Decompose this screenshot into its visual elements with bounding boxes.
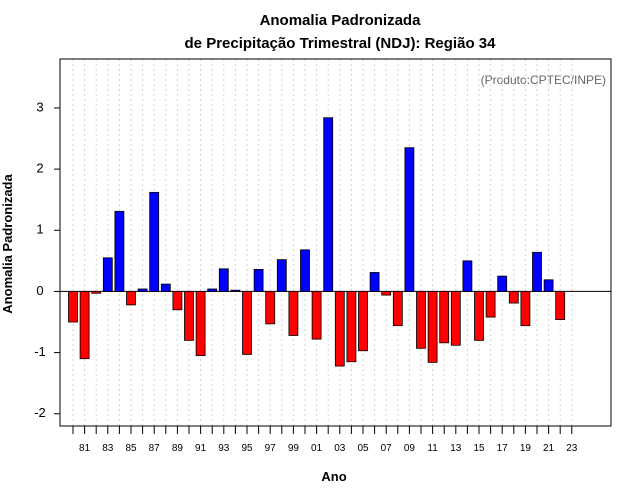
bar — [416, 291, 426, 349]
plot-frame — [59, 58, 612, 427]
y-tick-label: -1 — [34, 344, 46, 359]
x-tick-label: 21 — [543, 443, 555, 454]
x-tick-label: 85 — [125, 443, 137, 454]
bar — [346, 291, 357, 363]
credit-annotation: (Produto:CPTEC/INPE) — [481, 73, 606, 87]
bar — [369, 272, 380, 292]
bar — [427, 291, 438, 363]
bar — [195, 291, 206, 357]
grid-lines — [72, 59, 573, 426]
bar — [242, 291, 252, 355]
y-tick-label: 3 — [36, 99, 43, 114]
x-tick-label: 17 — [497, 443, 509, 454]
bar — [207, 288, 218, 292]
bar — [439, 291, 450, 344]
y-tick-label: -2 — [34, 405, 46, 420]
bar — [543, 279, 554, 292]
x-tick-label: 95 — [241, 443, 253, 454]
x-tick-label: 19 — [520, 443, 532, 454]
bar — [450, 291, 461, 346]
bar — [137, 288, 148, 292]
x-tick-label: 11 — [427, 443, 438, 454]
x-axis-title: Ano — [321, 469, 346, 484]
bar — [218, 268, 229, 292]
bar — [381, 291, 392, 296]
x-tick-label: 93 — [218, 443, 230, 454]
y-tick-label: 0 — [36, 283, 43, 298]
x-tick-label: 07 — [381, 443, 393, 454]
chart-title-line-1: Anomalia Padronizada — [260, 12, 422, 29]
bar — [462, 260, 473, 292]
x-axis: 81 83 85 87 89 91 93 95 97 99 01 03 05 07 09 11 13 15 17 19… — [72, 426, 578, 454]
y-tick-label: 2 — [36, 161, 43, 176]
bar — [184, 291, 194, 341]
bar — [114, 210, 125, 292]
x-tick-label: 97 — [265, 443, 277, 454]
bar — [160, 283, 171, 292]
bar — [358, 291, 368, 352]
bar — [172, 291, 183, 311]
x-tick-label: 03 — [334, 443, 346, 454]
bar — [149, 191, 160, 292]
bar — [102, 257, 113, 292]
bar — [508, 291, 519, 304]
bar — [253, 269, 264, 292]
y-axis: -2 -1 0 1 2 3 — [34, 99, 60, 420]
bar — [532, 251, 542, 292]
y-axis-title: Anomalia Padronizada — [0, 174, 15, 314]
bar — [404, 147, 415, 292]
chart-title-line-2: de Precipitação Trimestral (NDJ): Região… — [185, 35, 497, 52]
x-tick-label: 13 — [450, 443, 462, 454]
bar — [311, 291, 322, 340]
bar — [265, 291, 276, 325]
x-tick-label: 23 — [566, 443, 578, 454]
y-tick-label: 1 — [36, 222, 43, 237]
bar — [392, 291, 403, 327]
x-tick-label: 99 — [288, 443, 300, 454]
x-tick-label: 89 — [172, 443, 184, 454]
bar — [520, 291, 531, 327]
bar — [485, 291, 496, 318]
bar — [474, 291, 484, 341]
bar — [79, 291, 90, 360]
bar — [497, 275, 508, 292]
bar — [230, 289, 241, 292]
bar — [288, 291, 299, 336]
bars — [68, 117, 566, 367]
x-tick-label: 15 — [473, 443, 485, 454]
bar — [323, 117, 334, 292]
bar — [276, 259, 287, 292]
bar — [334, 291, 345, 367]
bar — [126, 291, 136, 306]
x-tick-label: 09 — [404, 443, 416, 454]
x-tick-label: 83 — [102, 443, 114, 454]
x-tick-label: 01 — [311, 443, 323, 454]
x-tick-label: 05 — [357, 443, 369, 454]
bar — [91, 291, 102, 294]
bar — [555, 291, 566, 320]
x-tick-label: 91 — [195, 443, 207, 454]
x-tick-label: 81 — [79, 443, 91, 454]
x-tick-label: 87 — [149, 443, 161, 454]
bar — [300, 249, 310, 292]
bar — [68, 291, 78, 323]
